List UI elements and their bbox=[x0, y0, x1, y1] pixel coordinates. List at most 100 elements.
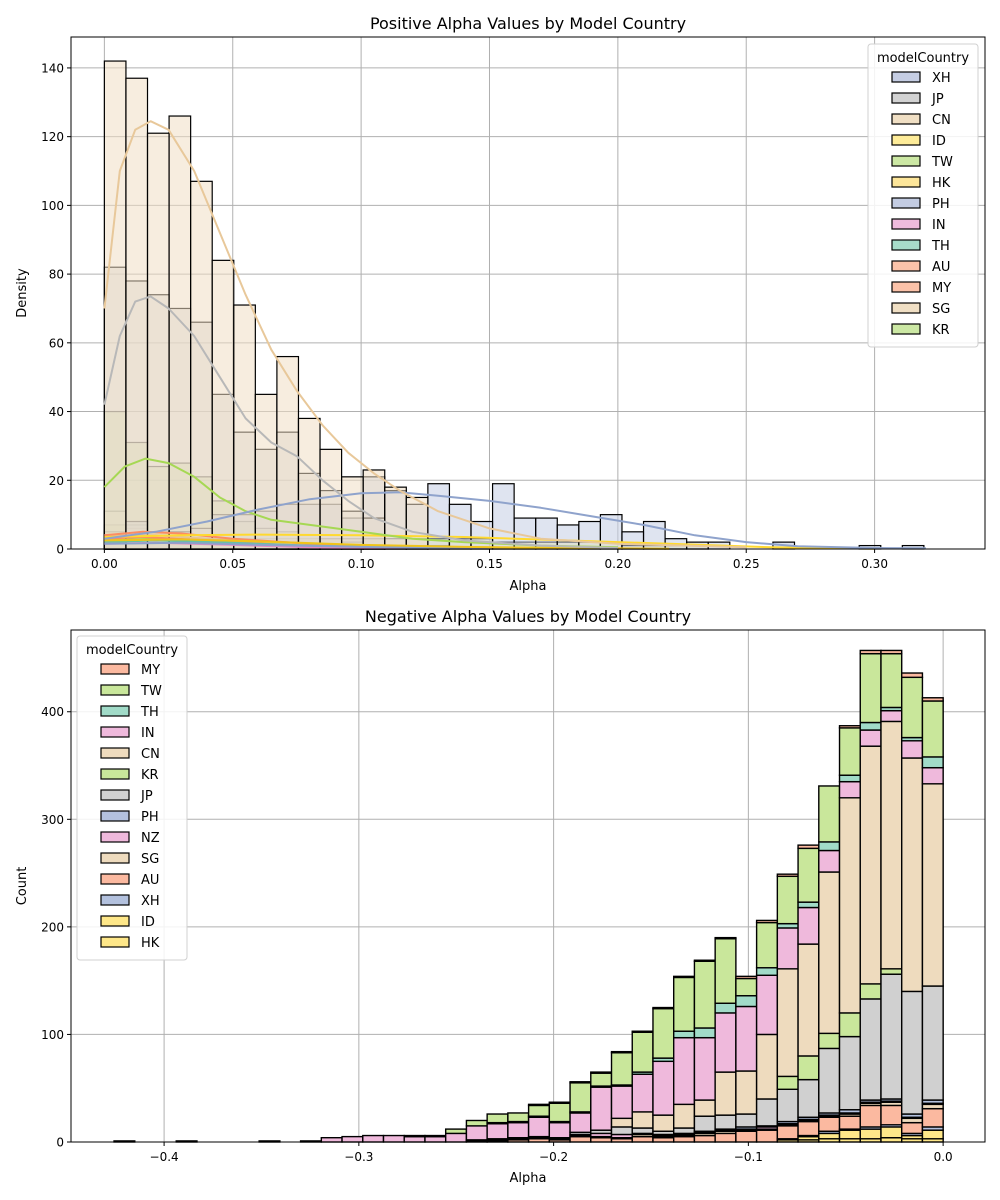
kde-line-cn bbox=[103, 120, 747, 549]
legend-item: JP bbox=[100, 789, 153, 804]
stacked-bar-segment-id bbox=[818, 1132, 841, 1140]
stacked-bar-segment-my bbox=[693, 959, 716, 962]
stacked-bar-segment-au bbox=[859, 1104, 882, 1128]
stacked-bar-segment-tw bbox=[590, 1072, 613, 1087]
x-tick-label: −0.4 bbox=[150, 1150, 179, 1164]
stacked-bar-segment-in bbox=[818, 849, 841, 873]
legend-swatch bbox=[891, 134, 921, 146]
legend-item: XH bbox=[891, 71, 951, 86]
legend-label: MY bbox=[932, 281, 951, 296]
stacked-bar-segment-cn bbox=[921, 783, 944, 987]
stacked-bar-segment-tw bbox=[403, 1134, 426, 1138]
legend: modelCountry MY TW TH IN CN KR JP PH NZ SG AU XH ID HK bbox=[76, 635, 188, 961]
stacked-bar-segment-jp bbox=[818, 1047, 841, 1114]
legend-swatch bbox=[891, 113, 921, 125]
kde-line-hk bbox=[104, 538, 670, 550]
y-tick-label: 40 bbox=[49, 405, 64, 419]
stacked-bar-segment-kr bbox=[818, 1032, 841, 1050]
stacked-bar-segment-my bbox=[797, 844, 820, 850]
legend-item: TH bbox=[891, 239, 950, 254]
histogram-bar bbox=[168, 115, 192, 550]
legend-swatch bbox=[891, 302, 921, 314]
stacked-bar-segment-th bbox=[797, 901, 820, 909]
legend-item: IN bbox=[891, 218, 946, 233]
stacked-bar-segment-jp bbox=[755, 1098, 779, 1127]
stacked-bar-segment-in bbox=[838, 780, 861, 799]
legend: modelCountry XH JP CN ID TW HK PH IN TH AU MY SG KR bbox=[867, 43, 979, 348]
stacked-bar-segment-in bbox=[776, 927, 799, 970]
legend-swatch bbox=[100, 810, 130, 822]
legend-item: SG bbox=[891, 302, 950, 317]
legend-label: CN bbox=[932, 113, 951, 128]
stacked-bar-segment-cn bbox=[838, 797, 861, 1014]
legend-swatch bbox=[100, 894, 130, 906]
legend-label: SG bbox=[932, 302, 950, 317]
legend-swatch bbox=[100, 789, 130, 801]
legend-label: AU bbox=[932, 260, 950, 275]
stacked-bar-segment-jp bbox=[673, 1127, 696, 1135]
x-tick-label: 0.30 bbox=[861, 557, 888, 571]
stacked-bar-segment-in bbox=[755, 974, 779, 1036]
histogram-bin bbox=[755, 919, 779, 1143]
stacked-bar-segment-my bbox=[735, 975, 758, 980]
x-tick-label: −0.1 bbox=[734, 1150, 763, 1164]
stacked-bar-segment-tw bbox=[527, 1104, 551, 1117]
negative-alpha-panel: Negative Alpha Values by Model Country −… bbox=[15, 607, 986, 1186]
stacked-bar-segment-tw bbox=[797, 847, 820, 903]
axes-frame bbox=[70, 36, 986, 550]
histogram-bin bbox=[590, 1071, 613, 1143]
histogram-bin bbox=[838, 725, 861, 1143]
stacked-bar-segment-tw bbox=[486, 1113, 509, 1124]
histogram-bar bbox=[621, 531, 645, 550]
stacked-bar-segment-jp bbox=[610, 1126, 633, 1136]
stacked-bar-segment-in bbox=[714, 1012, 737, 1073]
stacked-bar-segment-au bbox=[838, 1115, 861, 1130]
legend-box bbox=[76, 635, 188, 961]
stacked-bar-segment-id bbox=[838, 1129, 861, 1140]
histogram-bin bbox=[797, 844, 820, 1143]
legend-swatch bbox=[100, 831, 130, 843]
stacked-bar-segment-th bbox=[714, 1002, 737, 1014]
stacked-bar-segment-au bbox=[569, 1135, 592, 1143]
legend-item: NZ bbox=[100, 831, 160, 846]
histogram-bar bbox=[384, 486, 407, 550]
x-tick-label: 0.0 bbox=[934, 1150, 953, 1164]
histogram-bin bbox=[465, 1119, 488, 1143]
stacked-bar-segment-cn bbox=[610, 1117, 633, 1128]
stacked-bar-segment-in bbox=[921, 766, 944, 785]
legend-item: TW bbox=[891, 155, 953, 170]
stacked-bar-segment-in bbox=[444, 1132, 468, 1143]
legend-swatch bbox=[891, 92, 921, 104]
legend-label: AU bbox=[141, 873, 159, 888]
stacked-bar-segment-jp bbox=[714, 1114, 737, 1130]
stacked-bar-segment-au bbox=[776, 1125, 799, 1140]
legend-label: HK bbox=[141, 936, 160, 951]
legend-swatch bbox=[100, 936, 130, 948]
stacked-bar-segment-au bbox=[693, 1134, 716, 1143]
chart-title: Negative Alpha Values by Model Country bbox=[365, 607, 691, 626]
stacked-bar-segment-tw bbox=[714, 938, 737, 1004]
stacked-bar-segment-au bbox=[921, 1107, 944, 1128]
stacked-bar-segment-th bbox=[735, 995, 758, 1008]
y-axis-label: Count bbox=[15, 867, 30, 906]
legend-label: XH bbox=[141, 894, 160, 909]
legend-swatch bbox=[100, 852, 130, 864]
x-tick-label: 0.00 bbox=[91, 557, 118, 571]
legend-item: ID bbox=[100, 915, 155, 930]
stacked-bar-segment-cn bbox=[673, 1103, 696, 1129]
x-tick-label: −0.3 bbox=[344, 1150, 373, 1164]
legend-label: CN bbox=[141, 747, 160, 762]
stacked-bar-segment-tw bbox=[652, 1007, 675, 1059]
kde-curves bbox=[103, 120, 926, 550]
histogram-bar bbox=[297, 417, 321, 550]
legend-label: HK bbox=[932, 176, 951, 191]
y-tick-label: 80 bbox=[49, 268, 64, 282]
x-axis-label: Alpha bbox=[510, 579, 547, 594]
legend-swatch bbox=[100, 747, 130, 759]
stacked-bar-segment-tw bbox=[693, 960, 716, 1029]
histogram-bin bbox=[424, 1134, 447, 1143]
legend-item: MY bbox=[100, 663, 160, 678]
legend-swatch bbox=[891, 71, 921, 83]
histogram-bin bbox=[486, 1113, 509, 1143]
stacked-bar-segment-id bbox=[880, 1126, 903, 1139]
